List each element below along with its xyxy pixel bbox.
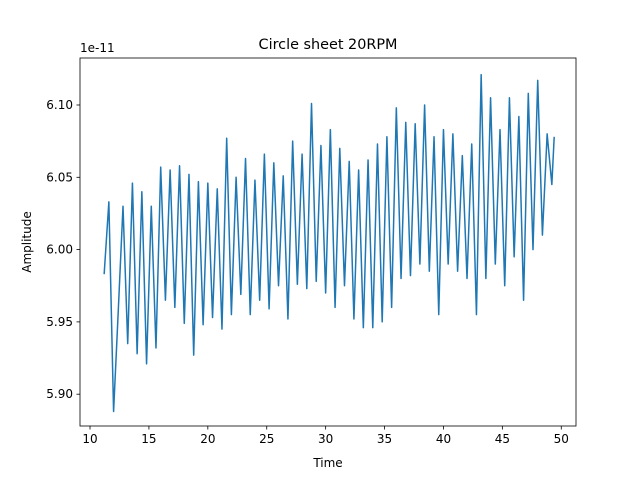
y-tick-label: 5.90 [46, 387, 73, 401]
y-tick-label: 5.95 [46, 315, 73, 329]
y-tick-label: 6.05 [46, 170, 73, 184]
x-tick-label: 35 [377, 432, 392, 446]
y-tick-label: 6.10 [46, 98, 73, 112]
y-tick-label: 6.00 [46, 243, 73, 257]
x-tick-label: 15 [141, 432, 156, 446]
x-axis-label: Time [312, 456, 342, 470]
y-offset-label: 1e-11 [80, 41, 115, 55]
x-tick-label: 10 [82, 432, 97, 446]
plot-frame [79, 57, 577, 427]
x-tick-label: 40 [436, 432, 451, 446]
x-tick-label: 20 [200, 432, 215, 446]
x-tick-label: 30 [318, 432, 333, 446]
y-axis-label: Amplitude [20, 211, 34, 273]
x-tick-label: 45 [495, 432, 510, 446]
chart-title: Circle sheet 20RPM [259, 37, 398, 53]
x-tick-label: 25 [259, 432, 274, 446]
x-tick-label: 50 [554, 432, 569, 446]
line-series [103, 73, 555, 413]
